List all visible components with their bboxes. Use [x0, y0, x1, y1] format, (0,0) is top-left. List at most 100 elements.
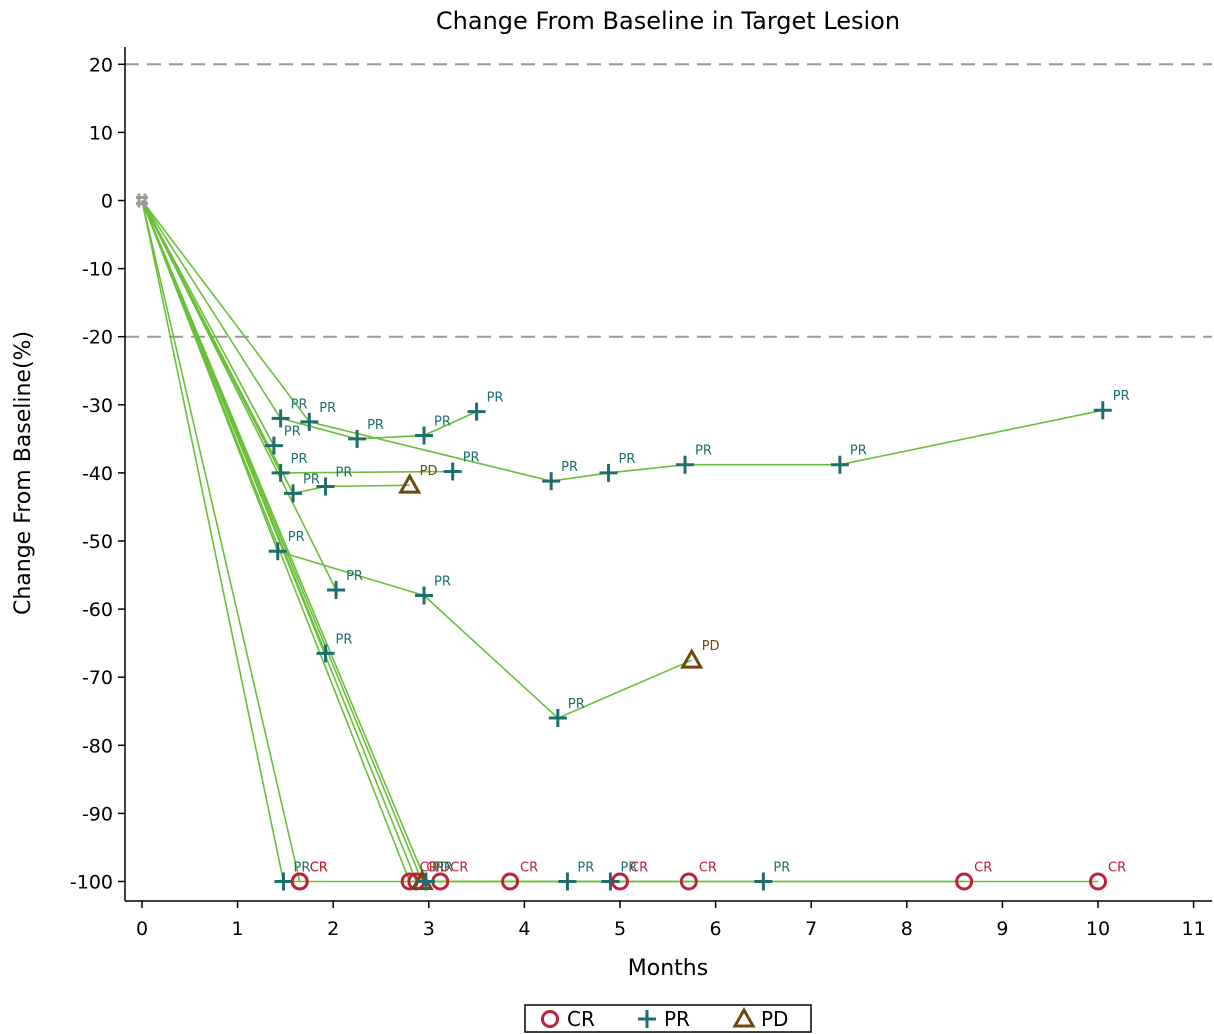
y-axis-label: Change From Baseline(%) — [11, 331, 36, 615]
point-label: PR — [436, 861, 453, 876]
x-axis-label: Months — [628, 956, 708, 981]
data-point — [830, 455, 849, 474]
series-line — [141, 200, 410, 495]
point-label: PR — [336, 632, 353, 647]
point-label: PD — [432, 861, 450, 876]
point-label: CR — [1108, 861, 1126, 876]
point-label: PR — [284, 425, 301, 440]
legend-marker — [541, 1010, 559, 1028]
point-label: PR — [619, 452, 636, 467]
data-point — [1093, 401, 1112, 420]
data-point — [264, 436, 283, 455]
data-point — [284, 484, 303, 503]
point-label: CR — [420, 861, 438, 876]
y-tick-label: -20 — [82, 327, 113, 349]
legend-marker — [638, 1010, 656, 1028]
data-point — [955, 872, 974, 891]
point-label: PR — [288, 530, 305, 545]
x-tick-label: 2 — [327, 918, 339, 940]
y-tick-label: -80 — [82, 735, 113, 757]
series-line — [141, 200, 965, 883]
data-point — [680, 648, 704, 669]
point-label: PR — [293, 861, 310, 876]
series-lines — [141, 200, 1103, 883]
y-tick-label: 10 — [89, 122, 113, 144]
point-label: CR — [974, 861, 992, 876]
point-label: CR — [630, 861, 648, 876]
point-label: PR — [620, 861, 637, 876]
point-label: PR — [434, 574, 451, 589]
x-tick-label: 3 — [423, 918, 435, 940]
point-label: PR — [773, 861, 790, 876]
legend-label: PR — [664, 1007, 690, 1031]
data-point — [290, 872, 309, 891]
series-line — [141, 200, 427, 882]
y-tick-label: 0 — [101, 191, 113, 213]
x-tick-label: 5 — [614, 918, 626, 940]
data-point — [754, 872, 773, 891]
data-point — [1089, 872, 1107, 891]
y-tick-label: -100 — [70, 872, 113, 894]
data-point — [300, 412, 319, 431]
x-tick-label: 6 — [710, 918, 722, 940]
point-label: PR — [850, 444, 867, 459]
legend-label: CR — [567, 1007, 595, 1031]
reference-lines — [125, 63, 1212, 338]
y-tick-label: -10 — [82, 259, 113, 281]
data-markers: PR PR PR PR PR PR PR PR PR PR PR PR PR PR PR PD PR PR PR PD… — [136, 193, 1130, 891]
data-point — [558, 872, 577, 891]
point-label: CR — [699, 861, 717, 876]
data-point — [679, 872, 698, 891]
data-point — [316, 477, 335, 496]
data-point — [599, 463, 618, 482]
x-tick-label: 7 — [805, 918, 817, 940]
data-point — [601, 872, 620, 891]
point-label: PR — [303, 472, 320, 487]
x-tick-label: 1 — [232, 918, 244, 940]
point-label: PR — [346, 569, 363, 584]
x-tick-label: 0 — [136, 918, 148, 940]
point-label: PR — [291, 452, 308, 467]
data-point — [271, 463, 290, 482]
data-point — [415, 426, 434, 445]
data-point — [467, 402, 486, 421]
y-tick-label: -90 — [82, 803, 113, 825]
point-label: PR — [434, 414, 451, 429]
point-label: CR — [426, 861, 444, 876]
point-label: PR — [577, 861, 594, 876]
point-label: PR — [487, 391, 504, 406]
y-tick-label: -50 — [82, 531, 113, 553]
legend-box — [524, 1004, 812, 1033]
axes: 20 10 0 -10 -20 -30 -40 -50 -60 -70 -80 -90 -100 0 1 2 3… — [70, 47, 1212, 940]
point-label: PR — [367, 418, 384, 433]
data-point — [548, 709, 567, 728]
point-label: PR — [291, 397, 308, 412]
data-point — [501, 872, 520, 891]
data-point — [416, 872, 435, 891]
data-point — [271, 409, 290, 428]
data-point — [268, 542, 287, 561]
data-point — [327, 581, 346, 600]
point-label: PR — [568, 697, 585, 712]
y-tick-label: -30 — [82, 395, 113, 417]
data-point — [348, 429, 367, 448]
x-tick-label: 4 — [518, 918, 530, 940]
point-label: CR — [310, 861, 328, 876]
chart-title: Change From Baseline in Target Lesion — [436, 7, 900, 35]
series-line — [141, 200, 689, 883]
point-label: CR — [450, 861, 468, 876]
legend-marker — [732, 1006, 756, 1028]
series-line — [141, 200, 693, 720]
data-point — [274, 872, 293, 891]
y-tick-label: -60 — [82, 599, 113, 621]
x-tick-label: 8 — [901, 918, 913, 940]
data-point — [398, 473, 422, 494]
legend: CR PR PD — [524, 1004, 812, 1033]
point-label: PR — [561, 460, 578, 475]
data-point — [316, 644, 335, 663]
point-label: PD — [420, 464, 438, 479]
legend-label: PD — [761, 1007, 788, 1031]
x-tick-label: 10 — [1086, 918, 1110, 940]
point-label: PR — [695, 444, 712, 459]
